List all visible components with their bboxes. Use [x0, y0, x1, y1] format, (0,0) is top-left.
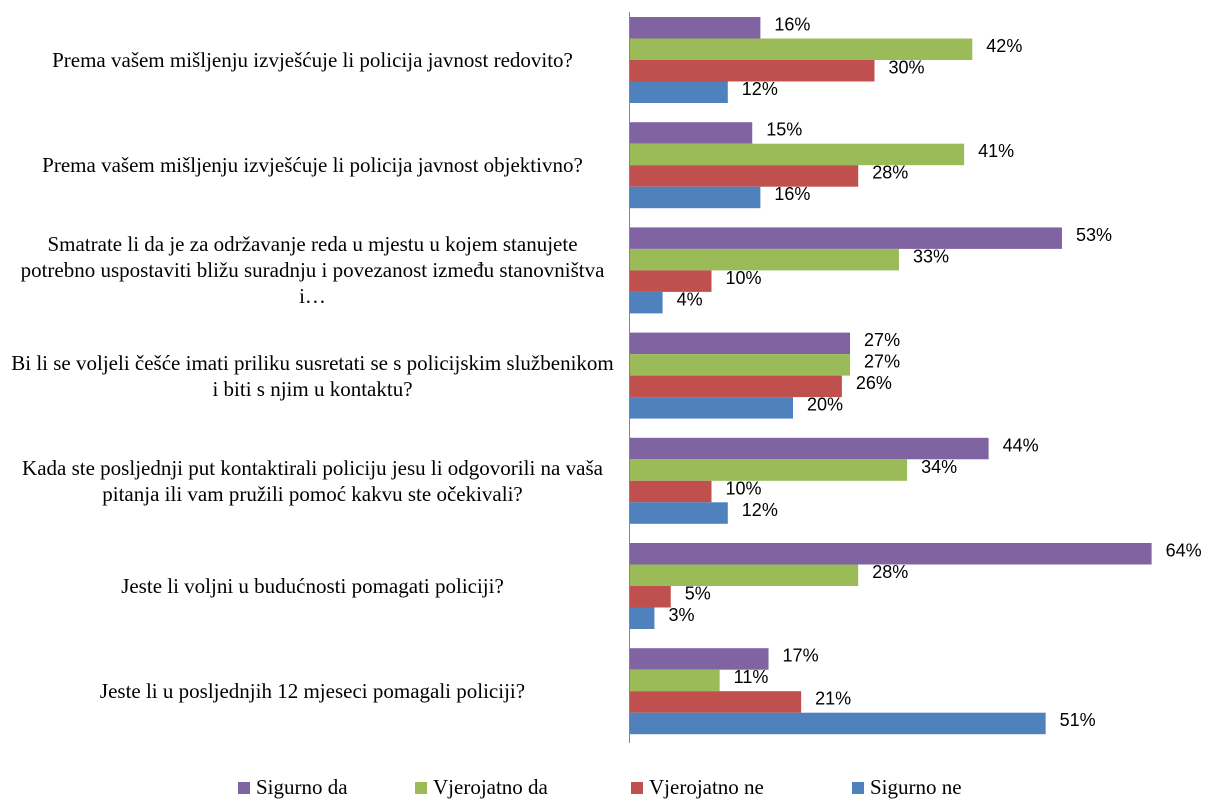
legend-label: Sigurno ne — [870, 775, 962, 799]
bar — [630, 122, 753, 144]
bar — [630, 291, 663, 314]
data-label: 5% — [685, 584, 711, 604]
category-label: Jeste li voljni u budućnosti pomagati po… — [121, 574, 504, 598]
bar — [630, 437, 989, 460]
data-label: 51% — [1060, 710, 1096, 730]
data-label: 33% — [913, 246, 949, 266]
bar — [630, 586, 671, 608]
bar — [630, 270, 712, 292]
data-label: 11% — [734, 667, 769, 687]
legend-label: Sigurno da — [256, 775, 348, 799]
bar — [630, 60, 875, 82]
data-label: 12% — [742, 500, 778, 520]
legend-swatch — [631, 781, 643, 794]
category-label: Smatrate li da je za održavanje reda u m… — [20, 232, 605, 309]
data-label: 27% — [864, 330, 900, 350]
legend-item: Sigurno da — [238, 775, 348, 800]
bar — [630, 543, 1152, 565]
data-label: 34% — [921, 457, 957, 477]
data-label: 3% — [668, 605, 694, 625]
bar — [630, 354, 851, 376]
data-label: 26% — [856, 373, 892, 393]
category-label: Jeste li u posljednjih 12 mjeseci pomaga… — [99, 679, 526, 704]
bar — [630, 81, 728, 103]
legend-label: Vjerojatno ne — [649, 775, 764, 799]
data-label: 12% — [742, 79, 778, 99]
data-label: 28% — [872, 163, 908, 183]
category-label: Kada ste posljednji put kontaktirali pol… — [22, 455, 603, 506]
legend-item: Vjerojatno ne — [631, 775, 764, 800]
bar — [630, 227, 1062, 249]
legend-item: Sigurno ne — [852, 775, 962, 800]
bar — [630, 397, 793, 419]
data-label: 17% — [783, 646, 819, 666]
bar — [630, 607, 655, 629]
data-label: 20% — [807, 395, 843, 415]
data-label: 30% — [889, 58, 925, 78]
data-label: 44% — [1003, 435, 1039, 455]
data-label: 28% — [872, 562, 908, 582]
category-label: Prema vašem mišljenju izvješćuje li poli… — [42, 153, 583, 178]
bar — [630, 669, 720, 692]
data-label: 10% — [726, 478, 762, 498]
data-label: 16% — [774, 15, 810, 35]
bar — [630, 332, 851, 355]
bar — [630, 165, 859, 187]
bar — [630, 564, 859, 586]
bar — [630, 143, 965, 166]
legend-label: Vjerojatno da — [433, 775, 548, 799]
data-label: 64% — [1166, 541, 1202, 561]
data-label: 15% — [766, 120, 802, 140]
data-label: 27% — [864, 352, 900, 372]
data-label: 53% — [1076, 225, 1112, 245]
legend-item: Vjerojatno da — [415, 775, 548, 800]
bar — [630, 691, 802, 713]
bar — [630, 186, 761, 209]
bar — [630, 375, 842, 398]
bar — [630, 17, 761, 39]
data-label: 4% — [677, 289, 703, 309]
bar — [630, 712, 1046, 735]
data-label: 10% — [726, 268, 762, 288]
data-label: 41% — [978, 141, 1014, 161]
legend-swatch — [415, 781, 427, 794]
bar — [630, 248, 899, 271]
data-label: 21% — [815, 689, 851, 709]
data-label: 42% — [986, 36, 1022, 56]
bar — [630, 648, 769, 670]
bar — [630, 38, 973, 60]
bar — [630, 480, 712, 503]
legend-swatch — [852, 781, 864, 794]
bar — [630, 459, 908, 481]
category-label: Bi li se voljeli češće imati priliku sus… — [11, 350, 614, 401]
category-label: Prema vašem mišljenju izvješćuje li poli… — [52, 48, 573, 72]
bar — [630, 502, 728, 524]
data-label: 16% — [774, 184, 810, 204]
legend-swatch — [238, 781, 250, 794]
